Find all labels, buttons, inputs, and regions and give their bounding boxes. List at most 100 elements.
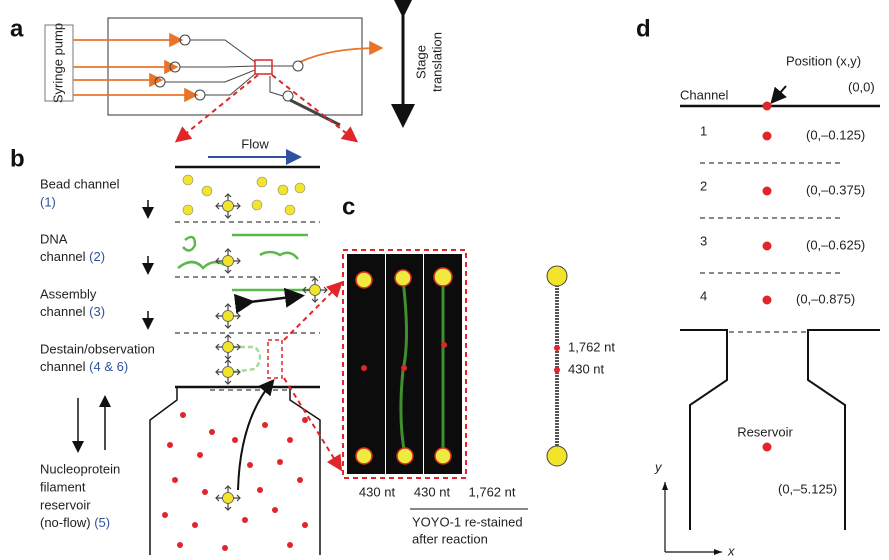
- dot: [192, 522, 198, 528]
- dot: [356, 272, 372, 288]
- dot: [295, 183, 305, 193]
- panel-d: d Position (x,y) (0,0) Channel 1 (0,–0.1…: [636, 15, 880, 558]
- row-channel: 3: [700, 233, 707, 248]
- x-axis-label: x: [727, 543, 735, 558]
- channel-label: reservoir: [40, 497, 91, 512]
- row-channel: 1: [700, 123, 707, 138]
- bead: [216, 486, 240, 510]
- dot: [441, 342, 447, 348]
- channel-label: Bead channel: [40, 176, 120, 191]
- row-position: (0,–0.125): [806, 127, 865, 142]
- dot: [252, 200, 262, 210]
- dot: [547, 446, 567, 466]
- dot: [242, 517, 248, 523]
- shape: [665, 482, 722, 552]
- channel-label: Assembly: [40, 286, 97, 301]
- dot: [183, 175, 193, 185]
- bead: [216, 304, 240, 328]
- bead: [303, 278, 327, 302]
- dot: [302, 522, 308, 528]
- channel-label: channel (2): [40, 249, 105, 264]
- dot: [297, 477, 303, 483]
- bead: [216, 194, 240, 218]
- dot: [356, 448, 372, 464]
- dot: [763, 443, 772, 452]
- dot: [202, 186, 212, 196]
- panel-a: a Syringe pump Stage translation: [10, 12, 444, 140]
- panel-label: c: [342, 193, 355, 220]
- marker-label: 1,762 nt: [568, 339, 615, 354]
- shape: [150, 388, 320, 555]
- page: {"panel_a": {"label": "a", "syringe": "S…: [0, 0, 889, 560]
- dot: [232, 437, 238, 443]
- position-label: Position (x,y): [786, 53, 861, 68]
- channel-label: filament: [40, 479, 86, 494]
- dot: [180, 412, 186, 418]
- dot: [177, 542, 183, 548]
- row-channel: 2: [700, 178, 707, 193]
- shape: [250, 296, 300, 302]
- dot: [763, 187, 772, 196]
- bead: [216, 249, 240, 273]
- shape: [78, 200, 148, 450]
- channel-number: (5): [94, 515, 110, 530]
- shape: [662, 482, 722, 555]
- channel-number: (3): [89, 304, 105, 319]
- panel-label: d: [636, 15, 651, 42]
- channel-label: Nucleoprotein: [40, 461, 120, 476]
- dot: [302, 417, 308, 423]
- row-channel: 4: [700, 288, 707, 303]
- dot: [278, 185, 288, 195]
- shape: [763, 132, 772, 452]
- lane-label: 1,762 nt: [469, 484, 516, 499]
- shape: [238, 382, 272, 490]
- channel-label: channel: [40, 249, 86, 264]
- dot: [172, 477, 178, 483]
- dot: [554, 345, 560, 351]
- dot: [287, 437, 293, 443]
- dot: [285, 205, 295, 215]
- channel-label: (no-flow) (5): [40, 515, 110, 530]
- reservoir-label: Reservoir: [737, 424, 793, 439]
- row-position: (0,–0.375): [806, 182, 865, 197]
- dot: [167, 442, 173, 448]
- row-position: (0,–0.875): [796, 291, 855, 306]
- panel-c: c 1,762 nt 430 nt 430 nt 430 nt 1,762 nt…: [284, 193, 615, 546]
- shape: [162, 412, 308, 551]
- panel-label: a: [10, 15, 24, 42]
- stage-label: translation: [429, 32, 444, 92]
- row-position: (0,–0.625): [806, 237, 865, 252]
- dot: [361, 365, 367, 371]
- channel-label: (no-flow): [40, 515, 91, 530]
- channel-label: DNA: [40, 231, 68, 246]
- dot: [209, 429, 215, 435]
- panel-label: b: [10, 145, 25, 172]
- figure: a Syringe pump Stage translation b Flow: [0, 0, 889, 560]
- origin-label: (0,0): [848, 79, 875, 94]
- shape: [773, 86, 786, 101]
- channel-label: Destain/observation: [40, 341, 155, 356]
- dot: [222, 545, 228, 551]
- lane-label: 430 nt: [414, 484, 451, 499]
- dot: [287, 542, 293, 548]
- channel-label: channel: [40, 304, 86, 319]
- channel-number: (1): [40, 194, 56, 209]
- shape: [260, 252, 298, 259]
- dot: [763, 296, 772, 305]
- panel-b: b Flow Bead channel (1) DNA channel (2) …: [10, 136, 327, 555]
- channel-label: channel (3): [40, 304, 105, 319]
- channel-header: Channel: [680, 87, 729, 102]
- dot: [277, 459, 283, 465]
- dot: [162, 512, 168, 518]
- lane-label: 430 nt: [359, 484, 396, 499]
- dot: [257, 487, 263, 493]
- dot: [554, 367, 560, 373]
- reservoir-position: (0,–5.125): [778, 481, 837, 496]
- dot: [247, 462, 253, 468]
- shape: [284, 378, 340, 468]
- shape: [232, 347, 260, 372]
- dot: [262, 422, 268, 428]
- shape: [183, 175, 305, 215]
- channel-label: channel (4 & 6): [40, 359, 128, 374]
- dot: [397, 448, 413, 464]
